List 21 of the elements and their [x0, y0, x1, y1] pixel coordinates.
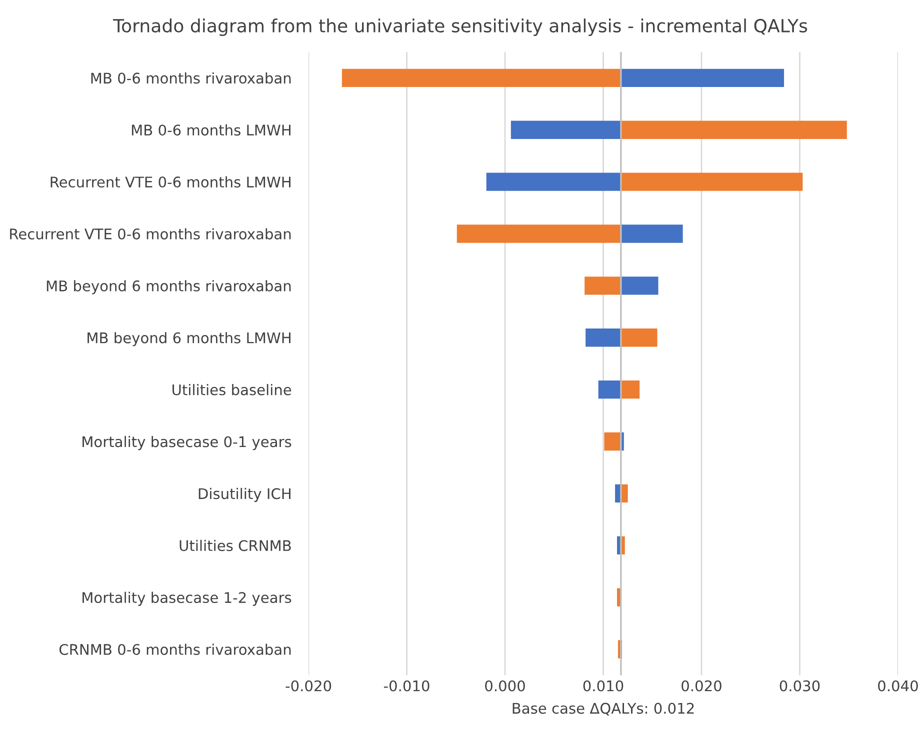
x-tick-label: 0.010	[583, 680, 624, 692]
x-tick-label: 0.030	[780, 680, 820, 692]
y-tick-label: Recurrent VTE 0-6 months LMWH	[50, 176, 290, 188]
y-tick-label: Mortality basecase 0-1 years	[82, 436, 292, 450]
x-tick-label: -0.020	[286, 680, 332, 692]
y-tick-label: Utilities baseline	[172, 384, 292, 396]
y-tick-label: Disutility ICH	[198, 488, 290, 502]
y-tick-label: MB beyond 6 months rivaroxaban	[46, 280, 291, 294]
x-tick-label: -0.010	[384, 680, 430, 692]
x-tick-label: 0.020	[682, 680, 722, 692]
y-tick-label: CRNMB 0-6 months rivaroxaban	[59, 644, 291, 655]
y-tick-label: Utilities CRNMB	[180, 540, 291, 552]
y-tick-label: MB 0-6 months rivaroxaban	[91, 72, 291, 84]
x-tick-label: 0.040	[878, 680, 918, 692]
y-tick-label: Mortality basecase 1-2 years	[82, 592, 292, 606]
chart-title: Tornado diagram from the univariate sensitivity analysis - incremental QALYs	[113, 18, 808, 36]
y-tick-label: Recurrent VTE 0-6 months rivaroxaban	[10, 228, 291, 240]
x-axis-title: Base case ΔQALYs: 0.012	[512, 702, 694, 716]
x-tick-label: 0.000	[485, 680, 525, 692]
y-tick-label: MB 0-6 months LMWH	[132, 124, 290, 136]
y-tick-label: MB beyond 6 months LMWH	[88, 332, 290, 346]
